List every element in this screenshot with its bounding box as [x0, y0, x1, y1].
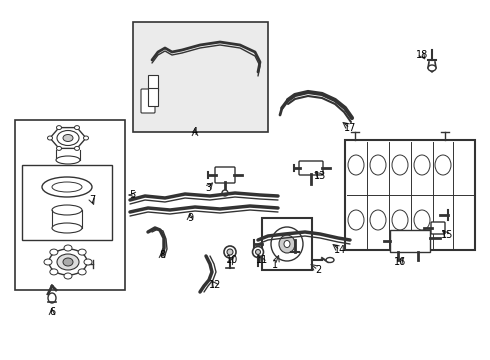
Ellipse shape: [48, 136, 52, 140]
Text: 15: 15: [441, 230, 453, 240]
Ellipse shape: [414, 210, 430, 230]
Ellipse shape: [56, 156, 80, 164]
FancyBboxPatch shape: [141, 89, 155, 113]
Ellipse shape: [392, 210, 408, 230]
Ellipse shape: [227, 249, 233, 255]
Ellipse shape: [279, 235, 295, 253]
Ellipse shape: [149, 89, 157, 94]
Text: 16: 16: [394, 257, 406, 267]
Ellipse shape: [64, 245, 72, 251]
Text: 7: 7: [89, 195, 95, 205]
Ellipse shape: [50, 269, 58, 275]
Ellipse shape: [370, 155, 386, 175]
Text: 2: 2: [315, 265, 321, 275]
Text: 9: 9: [187, 213, 193, 223]
Text: 6: 6: [49, 307, 55, 317]
Bar: [262, 218, 312, 270]
Ellipse shape: [428, 65, 436, 71]
Ellipse shape: [78, 269, 86, 275]
Ellipse shape: [48, 293, 56, 303]
Bar: [345, 140, 475, 250]
Ellipse shape: [74, 126, 79, 130]
Text: 17: 17: [344, 123, 356, 133]
Text: 4: 4: [192, 127, 198, 137]
Bar: [22, 165, 112, 240]
Ellipse shape: [63, 135, 73, 141]
FancyBboxPatch shape: [431, 222, 445, 234]
Ellipse shape: [56, 147, 62, 150]
Ellipse shape: [44, 259, 52, 265]
Ellipse shape: [222, 190, 228, 196]
Text: 8: 8: [159, 250, 165, 260]
Ellipse shape: [83, 136, 89, 140]
Ellipse shape: [49, 249, 87, 275]
FancyBboxPatch shape: [299, 161, 323, 175]
Text: 10: 10: [226, 255, 238, 265]
Ellipse shape: [57, 130, 79, 145]
Text: 1: 1: [272, 260, 278, 270]
Text: 18: 18: [416, 50, 428, 60]
Ellipse shape: [252, 247, 264, 257]
Ellipse shape: [74, 147, 79, 150]
Ellipse shape: [56, 126, 62, 130]
Bar: [15, 120, 125, 290]
Text: 5: 5: [129, 190, 135, 200]
Bar: [148, 88, 158, 106]
Ellipse shape: [224, 246, 236, 258]
Bar: [390, 230, 430, 252]
Ellipse shape: [284, 240, 290, 248]
Ellipse shape: [370, 210, 386, 230]
Ellipse shape: [348, 155, 364, 175]
FancyBboxPatch shape: [215, 167, 235, 183]
Ellipse shape: [52, 182, 82, 192]
Ellipse shape: [63, 258, 73, 266]
Text: 11: 11: [256, 255, 268, 265]
Ellipse shape: [348, 210, 364, 230]
Ellipse shape: [255, 249, 261, 255]
Text: 14: 14: [334, 245, 346, 255]
Ellipse shape: [326, 257, 334, 262]
Ellipse shape: [84, 259, 92, 265]
Ellipse shape: [271, 227, 303, 261]
Bar: [133, 22, 268, 132]
Ellipse shape: [435, 155, 451, 175]
Ellipse shape: [52, 205, 82, 215]
Text: 12: 12: [209, 280, 221, 290]
Ellipse shape: [52, 223, 82, 233]
Ellipse shape: [414, 155, 430, 175]
Ellipse shape: [64, 273, 72, 279]
Ellipse shape: [50, 249, 58, 255]
Text: 13: 13: [314, 171, 326, 181]
Bar: [148, 75, 158, 91]
Text: 3: 3: [205, 183, 211, 193]
Ellipse shape: [42, 177, 92, 197]
Ellipse shape: [392, 155, 408, 175]
Ellipse shape: [78, 249, 86, 255]
Ellipse shape: [57, 254, 79, 270]
